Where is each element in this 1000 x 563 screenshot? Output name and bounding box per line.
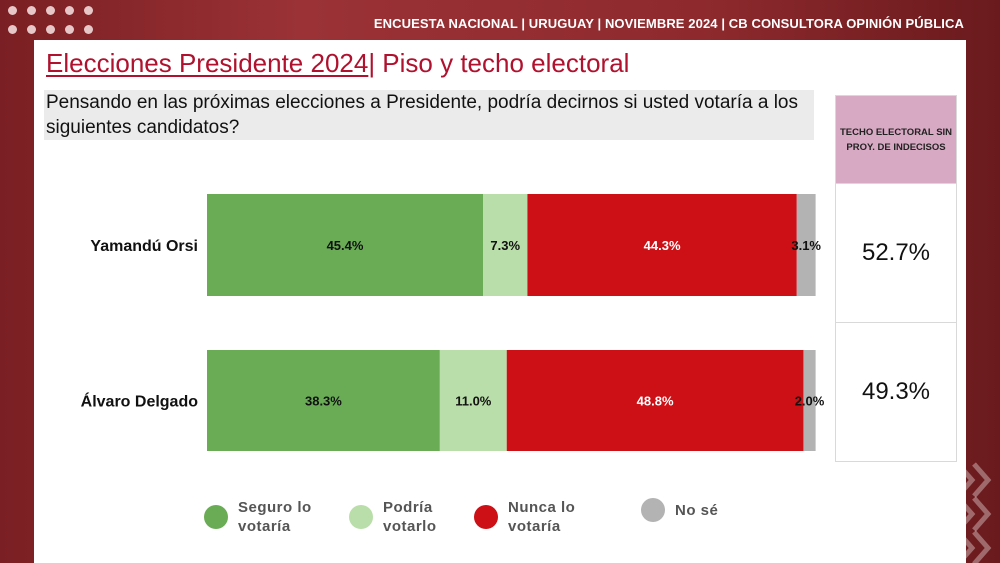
legend-swatch-seguro (204, 505, 228, 529)
legend-item-seguro: Seguro lo votaría (204, 498, 326, 536)
bar-segment (483, 194, 528, 296)
chart-legend: Seguro lo votaría Podría votarlo Nunca l… (204, 498, 764, 558)
stacked-bar-chart: Yamandú Orsi 45.4% 7.3% 44.3% 3.1% Álvaro Del… (81, 194, 825, 451)
data-label: 38.3% (305, 394, 342, 409)
legend-item-nunca: Nunca lo votaría (474, 498, 596, 536)
bar-segment (796, 194, 816, 296)
ceiling-value-orsi: 52.7% (836, 183, 956, 322)
legend-item-podria: Podría votarlo (349, 498, 471, 536)
decorative-chevrons (940, 462, 992, 563)
legend-item-nose: No sé (641, 498, 763, 522)
data-label: 7.3% (490, 238, 520, 253)
legend-swatch-nose (641, 498, 665, 522)
page-title: Elecciones Presidente 2024| Piso y techo… (46, 48, 629, 79)
data-label: 44.3% (644, 238, 681, 253)
data-label: 48.8% (637, 394, 674, 409)
legend-label-nose: No sé (675, 501, 719, 519)
electoral-ceiling-header: TECHO ELECTORAL SIN PROY. DE INDECISOS (836, 96, 956, 183)
electoral-ceiling-table: TECHO ELECTORAL SIN PROY. DE INDECISOS 5… (835, 95, 957, 462)
title-rest: | Piso y techo electoral (368, 48, 630, 78)
legend-swatch-podria (349, 505, 373, 529)
bar-segment (506, 350, 804, 451)
bar-segment (803, 350, 816, 451)
bar-segment (207, 194, 484, 296)
data-label: 3.1% (791, 238, 821, 253)
survey-header: ENCUESTA NACIONAL | URUGUAY | NOVIEMBRE … (373, 16, 964, 31)
legend-label-nunca: Nunca lo votaría (508, 499, 576, 535)
bar-segment (527, 194, 797, 296)
legend-label-seguro: Seguro lo votaría (238, 499, 312, 535)
data-label: 45.4% (327, 238, 364, 253)
category-label: Yamandú Orsi (90, 238, 198, 255)
bar-segment (207, 350, 440, 451)
category-label: Álvaro Delgado (81, 392, 199, 411)
title-main: Elecciones Presidente 2024 (46, 48, 369, 78)
data-label: 2.0% (795, 394, 825, 409)
bar-segment (439, 350, 507, 451)
slide-card: Elecciones Presidente 2024| Piso y techo… (34, 40, 966, 563)
legend-swatch-nunca (474, 505, 498, 529)
survey-question: Pensando en las próximas elecciones a Pr… (44, 90, 814, 140)
decorative-dots (8, 6, 118, 42)
ceiling-value-delgado: 49.3% (836, 322, 956, 461)
legend-label-podria: Podría votarlo (383, 499, 437, 535)
data-label: 11.0% (455, 394, 492, 409)
